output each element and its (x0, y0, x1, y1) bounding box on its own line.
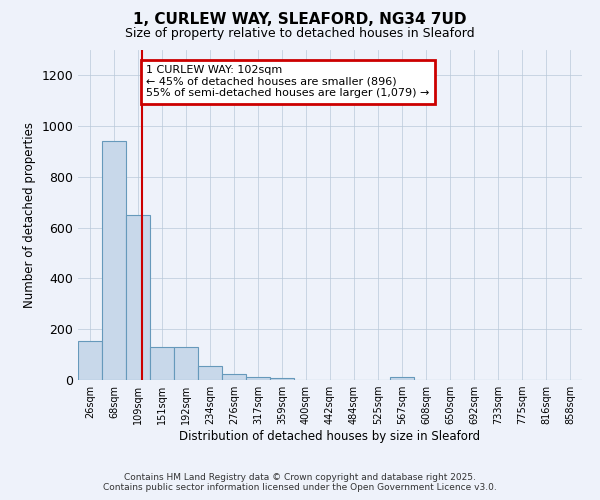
Text: 1 CURLEW WAY: 102sqm
← 45% of detached houses are smaller (896)
55% of semi-deta: 1 CURLEW WAY: 102sqm ← 45% of detached h… (146, 65, 430, 98)
Bar (246, 376, 270, 380)
Bar (102, 142, 126, 380)
X-axis label: Distribution of detached houses by size in Sleaford: Distribution of detached houses by size … (179, 430, 481, 443)
Text: Contains HM Land Registry data © Crown copyright and database right 2025.
Contai: Contains HM Land Registry data © Crown c… (103, 473, 497, 492)
Bar (174, 347, 198, 380)
Bar (198, 366, 222, 380)
Text: 1, CURLEW WAY, SLEAFORD, NG34 7UD: 1, CURLEW WAY, SLEAFORD, NG34 7UD (133, 12, 467, 28)
Y-axis label: Number of detached properties: Number of detached properties (23, 122, 36, 308)
Bar (150, 347, 174, 380)
Bar (270, 378, 294, 380)
Bar (222, 374, 246, 380)
Text: Size of property relative to detached houses in Sleaford: Size of property relative to detached ho… (125, 28, 475, 40)
Bar (390, 378, 414, 380)
Bar (126, 215, 150, 380)
Bar (78, 340, 102, 380)
